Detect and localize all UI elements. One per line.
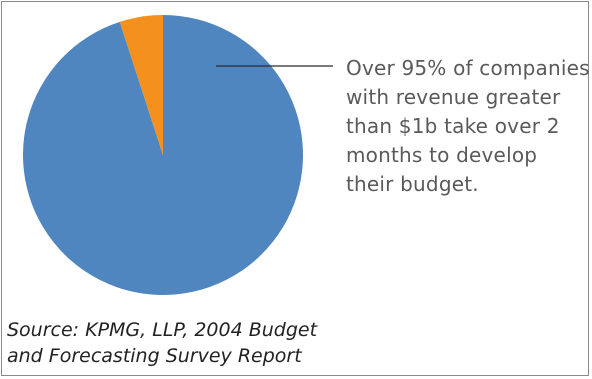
annotation-line: months to develop <box>346 143 538 167</box>
annotation-line: than $1b take over 2 <box>346 114 560 138</box>
pie-slice-0 <box>23 15 304 296</box>
annotation-line: their budget. <box>346 172 479 196</box>
annotation-callout: Over 95% of companies with revenue great… <box>346 54 590 199</box>
pie-slices <box>23 15 304 296</box>
source-line: Source: KPMG, LLP, 2004 Budget <box>7 319 318 341</box>
pie-slice-1 <box>119 15 163 155</box>
annotation-line: Over 95% of companies <box>346 56 590 80</box>
source-note: Source: KPMG, LLP, 2004 Budget and Forec… <box>7 317 317 369</box>
annotation-line: with revenue greater <box>346 85 561 109</box>
source-line: and Forecasting Survey Report <box>7 345 302 367</box>
